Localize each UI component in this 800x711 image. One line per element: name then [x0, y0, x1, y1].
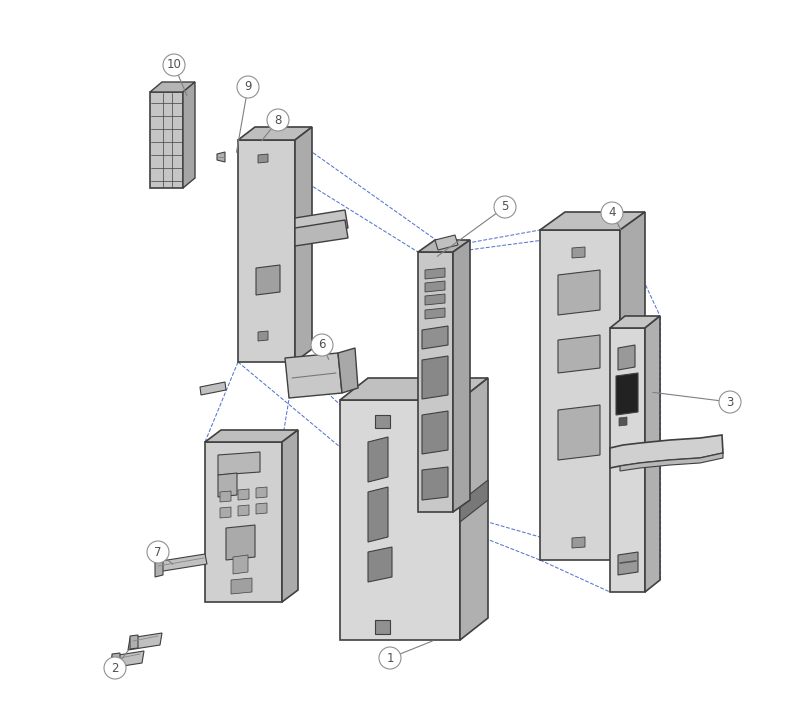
- Text: 10: 10: [166, 58, 182, 72]
- Text: 9: 9: [244, 80, 252, 94]
- Polygon shape: [218, 473, 237, 497]
- Polygon shape: [220, 491, 231, 502]
- Polygon shape: [220, 507, 231, 518]
- Polygon shape: [435, 235, 458, 250]
- Polygon shape: [150, 82, 195, 92]
- Polygon shape: [610, 435, 723, 468]
- Polygon shape: [558, 335, 600, 373]
- Text: 8: 8: [274, 114, 282, 127]
- Circle shape: [311, 334, 333, 356]
- Polygon shape: [422, 467, 448, 500]
- Polygon shape: [558, 270, 600, 315]
- Polygon shape: [368, 487, 388, 542]
- Circle shape: [267, 109, 289, 131]
- Polygon shape: [418, 252, 453, 512]
- Circle shape: [379, 647, 401, 669]
- Text: 2: 2: [111, 661, 118, 675]
- Polygon shape: [453, 240, 470, 512]
- Polygon shape: [618, 552, 638, 575]
- Polygon shape: [619, 417, 627, 426]
- Polygon shape: [295, 220, 348, 246]
- Polygon shape: [645, 316, 660, 592]
- Polygon shape: [295, 127, 312, 362]
- Circle shape: [237, 76, 259, 98]
- Polygon shape: [368, 437, 388, 482]
- Polygon shape: [258, 154, 268, 163]
- Polygon shape: [128, 633, 162, 650]
- Polygon shape: [460, 378, 488, 640]
- Polygon shape: [200, 382, 226, 395]
- Polygon shape: [572, 537, 585, 548]
- Polygon shape: [285, 353, 342, 398]
- Polygon shape: [238, 127, 312, 140]
- Polygon shape: [112, 653, 120, 667]
- Polygon shape: [418, 240, 470, 252]
- Polygon shape: [256, 487, 267, 498]
- Polygon shape: [233, 555, 248, 574]
- Polygon shape: [460, 480, 488, 522]
- Polygon shape: [155, 554, 207, 572]
- Polygon shape: [295, 210, 348, 236]
- Polygon shape: [422, 411, 448, 454]
- Text: 6: 6: [318, 338, 326, 351]
- Polygon shape: [183, 82, 195, 188]
- Circle shape: [719, 391, 741, 413]
- Polygon shape: [226, 525, 255, 560]
- Polygon shape: [540, 230, 620, 560]
- Polygon shape: [258, 331, 268, 341]
- Text: 1: 1: [386, 651, 394, 665]
- Polygon shape: [616, 373, 638, 415]
- Polygon shape: [620, 453, 723, 471]
- Polygon shape: [368, 547, 392, 582]
- Polygon shape: [238, 505, 249, 516]
- Polygon shape: [340, 378, 488, 400]
- Polygon shape: [375, 620, 390, 634]
- Circle shape: [163, 54, 185, 76]
- Polygon shape: [340, 400, 460, 640]
- Text: 5: 5: [502, 201, 509, 213]
- Polygon shape: [618, 345, 635, 370]
- Polygon shape: [422, 326, 448, 349]
- Polygon shape: [610, 316, 660, 328]
- Circle shape: [104, 657, 126, 679]
- Text: 7: 7: [154, 545, 162, 559]
- Polygon shape: [540, 212, 645, 230]
- Polygon shape: [572, 247, 585, 258]
- Polygon shape: [256, 265, 280, 295]
- Circle shape: [147, 541, 169, 563]
- Polygon shape: [425, 281, 445, 292]
- Polygon shape: [150, 92, 183, 188]
- Polygon shape: [375, 415, 390, 428]
- Polygon shape: [205, 442, 282, 602]
- Polygon shape: [110, 651, 144, 668]
- Polygon shape: [425, 294, 445, 305]
- Polygon shape: [218, 452, 260, 475]
- Polygon shape: [620, 212, 645, 560]
- Polygon shape: [256, 503, 267, 514]
- Polygon shape: [338, 348, 358, 393]
- Polygon shape: [558, 405, 600, 460]
- Polygon shape: [155, 558, 163, 577]
- Text: 4: 4: [608, 206, 616, 220]
- Polygon shape: [282, 430, 298, 602]
- Text: 3: 3: [726, 395, 734, 409]
- Polygon shape: [238, 140, 295, 362]
- Polygon shape: [130, 635, 138, 649]
- Circle shape: [494, 196, 516, 218]
- Polygon shape: [610, 328, 645, 592]
- Polygon shape: [238, 489, 249, 500]
- Polygon shape: [205, 430, 298, 442]
- Polygon shape: [422, 356, 448, 399]
- Polygon shape: [231, 578, 252, 594]
- Polygon shape: [425, 308, 445, 319]
- Circle shape: [601, 202, 623, 224]
- Polygon shape: [425, 268, 445, 279]
- Polygon shape: [217, 152, 225, 162]
